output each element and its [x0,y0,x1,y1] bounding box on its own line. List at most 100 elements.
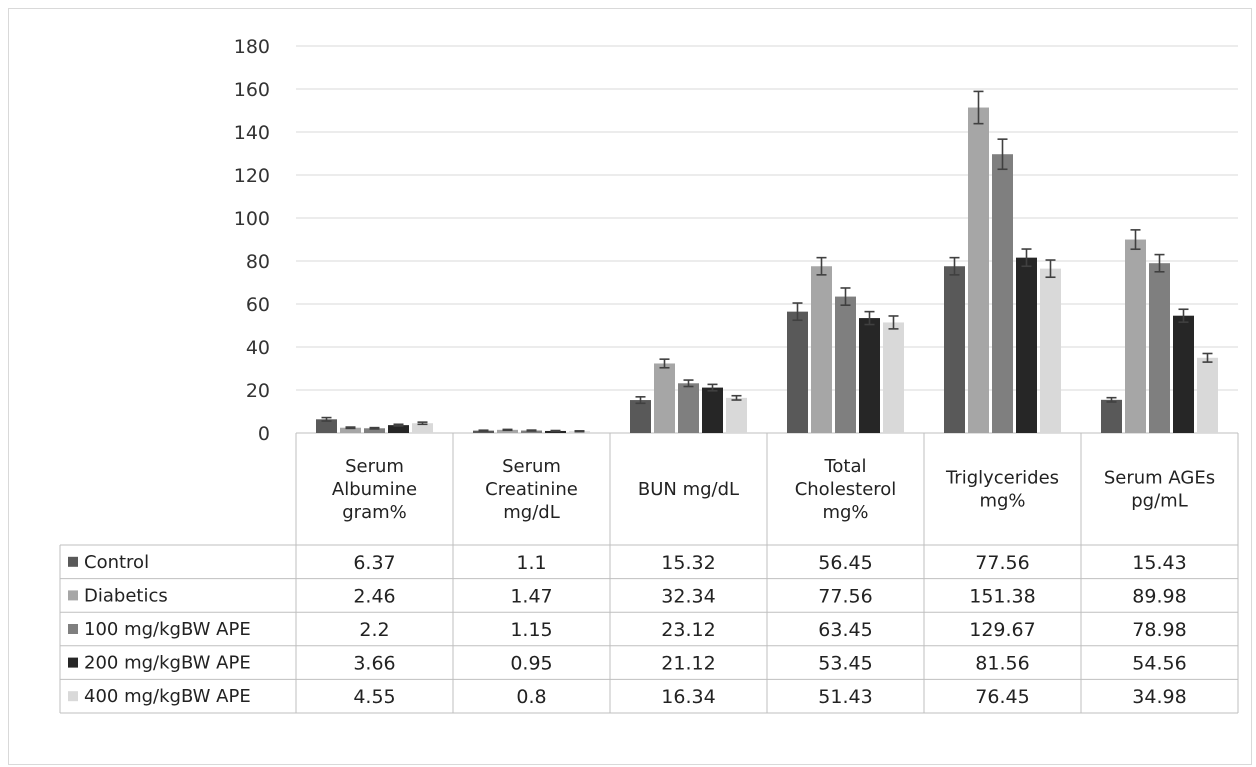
table-cell-value: 2.46 [353,585,395,607]
y-tick-label: 80 [246,251,270,273]
table-cell-value: 76.45 [975,686,1029,708]
error-bar [635,396,646,405]
y-tick-label: 20 [246,380,270,402]
table-cell-value: 1.1 [516,552,546,574]
y-tick-label: 180 [234,36,270,58]
table-cell-value: 81.56 [975,653,1029,675]
table-cell-value: 2.2 [359,619,389,641]
error-bar [707,383,718,392]
bar [1040,268,1061,433]
error-bar [502,428,513,432]
y-tick-label: 0 [258,423,270,445]
table-cell-value: 0.8 [516,686,546,708]
category-label: mg% [979,491,1025,512]
table-cell-value: 89.98 [1132,585,1186,607]
category-label: Triglycerides [945,468,1059,489]
gridlines [296,45,1238,434]
bar [316,419,337,433]
error-bars [321,90,1213,433]
bar [630,400,651,433]
table-cell-value: 16.34 [661,686,715,708]
error-bar [683,379,694,388]
legend-series-name: 100 mg/kgBW APE [84,619,251,640]
error-bar [417,421,428,426]
bar [340,427,361,433]
bar [835,296,856,433]
legend-swatch [68,556,78,567]
table-cell-value: 21.12 [661,653,715,675]
category-label: Serum [502,456,561,477]
error-bar [840,287,851,306]
error-bar [369,426,380,430]
bar [859,318,880,433]
error-bar [478,429,489,432]
bar [1125,239,1146,433]
table-cell-value: 78.98 [1132,619,1186,641]
legend-series-name: 200 mg/kgBW APE [84,653,251,674]
category-label: mg/dL [503,502,559,523]
bar [1149,263,1170,433]
y-tick-label: 100 [234,208,270,230]
bar [521,430,542,433]
table-cell-value: 0.95 [510,653,552,675]
bar [787,311,808,433]
error-bar [574,430,585,433]
table-cell-value: 15.43 [1132,552,1186,574]
category-label: Serum [345,456,404,477]
category-label: Cholesterol [795,479,897,500]
bar [678,383,699,433]
table-cell-value: 53.45 [818,653,872,675]
legend-swatch [68,691,78,702]
category-label: gram% [342,502,407,523]
error-bar [550,429,561,433]
table-cell-value: 15.32 [661,552,715,574]
bar [388,425,409,433]
y-tick-label: 140 [234,122,270,144]
bars [316,107,1218,434]
y-tick-label: 120 [234,165,270,187]
y-tick-label: 60 [246,294,270,316]
table-cell-value: 1.47 [510,585,552,607]
bar [1016,257,1037,433]
bar [883,322,904,433]
table-cell-value: 151.38 [969,585,1035,607]
error-bar [1178,308,1189,323]
table-cell-value: 77.56 [818,585,872,607]
table-cell-value: 54.56 [1132,653,1186,675]
legend-swatch [68,590,78,601]
bar [811,266,832,433]
bar [968,107,989,434]
error-bar [1106,396,1117,403]
error-bar [816,256,827,276]
bar [1173,315,1194,433]
table-cell-value: 1.15 [510,619,552,641]
category-label: Total [823,456,866,477]
error-bar [731,394,742,401]
table-cell-value: 129.67 [969,619,1035,641]
legend-series-name: 400 mg/kgBW APE [84,686,251,707]
table-cell-value: 63.45 [818,619,872,641]
error-bar [1021,248,1032,268]
error-bar [321,416,332,422]
legend-series-name: Control [84,552,149,573]
y-tick-label: 40 [246,337,270,359]
bar [944,266,965,433]
error-bar [1130,229,1141,251]
table-cell-value: 4.55 [353,686,395,708]
category-label: pg/mL [1131,491,1187,512]
y-tick-label: 160 [234,79,270,101]
data-table: SerumAlbuminegram%SerumCreatininemg/dLBU… [59,433,1239,714]
bar [726,397,747,433]
error-bar [949,256,960,276]
error-bar [345,426,356,430]
table-cell-value: 51.43 [818,686,872,708]
category-label: BUN mg/dL [638,479,739,500]
error-bar [973,90,984,125]
error-bar [659,358,670,369]
error-bar [864,310,875,326]
error-bar [792,302,803,322]
bar [364,428,385,433]
legend-series-name: Diabetics [84,585,168,606]
error-bar [1154,253,1165,273]
